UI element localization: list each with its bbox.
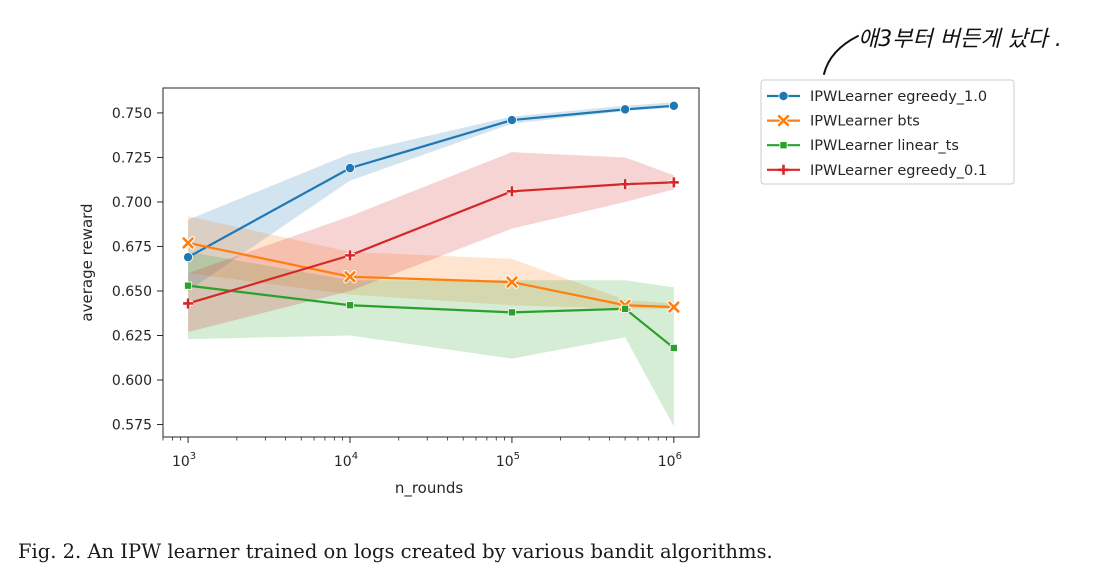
x-marker [668, 301, 680, 313]
legend-frame [760, 79, 1015, 185]
x-marker [182, 237, 194, 249]
y-tick-label: 0.625 [112, 329, 152, 345]
confidence-bands [188, 102, 674, 427]
plus-marker [506, 186, 517, 197]
circle-marker [506, 115, 517, 126]
x-marker [506, 276, 518, 288]
legend-label-1: IPWLearner bts [810, 114, 920, 130]
confidence-band-0 [188, 102, 674, 291]
x-marker [777, 114, 790, 127]
legend-item-0: IPWLearner egreedy_1.0 [767, 89, 987, 105]
legend-item-1: IPWLearner bts [767, 114, 920, 130]
y-tick-label: 0.750 [112, 106, 152, 122]
confidence-band-1 [188, 216, 674, 309]
confidence-band-3 [188, 152, 674, 332]
x-tick-label: 106 [658, 451, 682, 470]
circle-marker [668, 100, 679, 111]
legend-label-2: IPWLearner linear_ts [810, 138, 959, 154]
series-markers [181, 100, 681, 352]
axis-ticks: 0.575 0.600 0.625 0.650 0.675 0.700 0.725 0.750… [112, 106, 682, 470]
square-marker [779, 141, 788, 150]
annotation-arrow [823, 35, 859, 75]
y-tick-label: 0.700 [112, 195, 152, 211]
square-marker [184, 281, 193, 290]
y-tick-label: 0.675 [112, 239, 152, 255]
square-marker [507, 308, 516, 317]
handwritten-annotation: 애3부터 버든게 났다 . [823, 27, 1062, 75]
square-marker [346, 301, 355, 310]
confidence-band-2 [188, 251, 674, 427]
y-tick-label: 0.575 [112, 418, 152, 434]
x-marker [344, 271, 356, 283]
series-markers-3 [183, 177, 679, 309]
x-axis-label: n_rounds [395, 479, 464, 498]
y-tick-label: 0.650 [112, 284, 152, 300]
x-tick-label: 103 [172, 451, 196, 470]
annotation-text: 애3부터 버든게 났다 . [858, 27, 1062, 52]
plus-marker [778, 164, 789, 175]
y-tick-label: 0.725 [112, 150, 152, 166]
legend-item-2: IPWLearner linear_ts [767, 138, 959, 154]
circle-marker [778, 91, 789, 102]
legend-label-3: IPWLearner egreedy_0.1 [810, 163, 987, 179]
legend-label-0: IPWLearner egreedy_1.0 [810, 89, 987, 105]
circle-marker [620, 104, 631, 115]
square-marker [669, 343, 678, 352]
plus-marker [668, 177, 679, 188]
circle-marker [183, 252, 194, 263]
y-tick-label: 0.600 [112, 373, 152, 389]
x-tick-label: 104 [334, 451, 358, 470]
plus-marker [620, 179, 631, 190]
figure-caption: Fig. 2. An IPW learner trained on logs c… [18, 540, 773, 563]
x-tick-label: 105 [496, 451, 520, 470]
legend-item-3: IPWLearner egreedy_0.1 [767, 163, 987, 179]
plus-marker [183, 298, 194, 309]
y-axis-label: average reward [78, 203, 96, 321]
legend: IPWLearner egreedy_1.0 IPWLearner bts IPWL… [760, 79, 1015, 185]
plot-frame [162, 87, 700, 438]
plus-marker [345, 250, 356, 261]
series-markers-0 [183, 100, 679, 263]
series-markers-2 [184, 281, 678, 352]
square-marker [621, 304, 630, 313]
circle-marker [345, 163, 356, 174]
